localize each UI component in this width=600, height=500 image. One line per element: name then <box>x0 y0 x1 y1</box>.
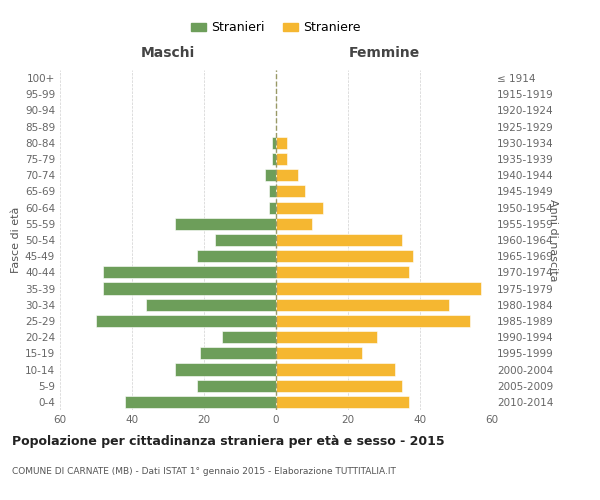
Legend: Stranieri, Straniere: Stranieri, Straniere <box>186 16 366 40</box>
Bar <box>276 234 402 246</box>
Bar <box>269 202 276 213</box>
Bar <box>276 364 395 376</box>
Bar <box>276 202 323 213</box>
Text: COMUNE DI CARNATE (MB) - Dati ISTAT 1° gennaio 2015 - Elaborazione TUTTITALIA.IT: COMUNE DI CARNATE (MB) - Dati ISTAT 1° g… <box>12 468 396 476</box>
Bar <box>272 153 276 165</box>
Bar <box>276 315 470 327</box>
Bar <box>276 396 409 408</box>
Bar <box>222 331 276 343</box>
Text: Popolazione per cittadinanza straniera per età e sesso - 2015: Popolazione per cittadinanza straniera p… <box>12 435 445 448</box>
Y-axis label: Fasce di età: Fasce di età <box>11 207 21 273</box>
Bar <box>276 153 287 165</box>
Bar <box>276 186 305 198</box>
Text: Femmine: Femmine <box>349 46 419 60</box>
Bar <box>276 331 377 343</box>
Bar <box>197 250 276 262</box>
Bar <box>276 348 362 360</box>
Bar <box>276 218 312 230</box>
Bar <box>146 298 276 311</box>
Bar <box>276 298 449 311</box>
Bar <box>272 137 276 149</box>
Bar <box>276 380 402 392</box>
Bar <box>276 266 409 278</box>
Text: Maschi: Maschi <box>141 46 195 60</box>
Y-axis label: Anni di nascita: Anni di nascita <box>548 198 558 281</box>
Bar <box>276 282 481 294</box>
Bar <box>276 250 413 262</box>
Bar <box>96 315 276 327</box>
Bar <box>103 266 276 278</box>
Bar <box>276 137 287 149</box>
Bar <box>200 348 276 360</box>
Bar <box>215 234 276 246</box>
Bar <box>103 282 276 294</box>
Bar <box>175 364 276 376</box>
Bar <box>276 169 298 181</box>
Bar <box>269 186 276 198</box>
Bar <box>175 218 276 230</box>
Bar <box>125 396 276 408</box>
Bar <box>197 380 276 392</box>
Bar <box>265 169 276 181</box>
